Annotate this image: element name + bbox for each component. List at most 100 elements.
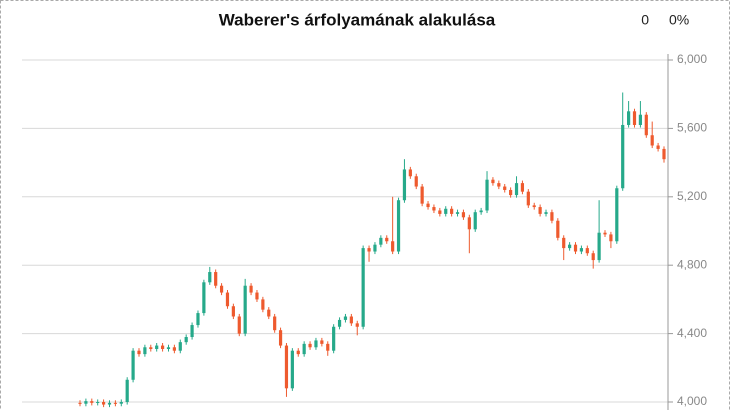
candle-body [214,272,218,286]
candle-body [579,248,584,252]
candle-body [178,342,182,351]
candle-body [503,186,507,190]
candle-body [426,203,430,208]
y-tick-label: 5,200 [677,189,707,203]
candle-body [367,248,371,252]
candle-body [662,148,666,160]
candle-body [208,272,212,283]
candle-body [402,169,407,201]
candle-body [603,232,607,235]
candle-body [219,285,224,293]
candle-body [113,402,117,404]
candle-body [296,350,300,355]
candle-body [379,237,383,245]
candle-body [609,234,613,242]
candle-body [172,347,176,351]
candle-body [137,350,141,355]
candle-body [349,316,353,324]
candle-body [438,210,442,214]
candle-body [196,313,200,326]
candle-body [656,145,660,149]
candle-body [225,292,230,307]
candle-body [78,402,82,404]
candle-body [514,183,519,196]
change: 0 [641,12,649,28]
y-tick-label: 4,800 [677,257,707,271]
candle-body [491,179,495,184]
candle-body [479,210,483,213]
candle-body [337,319,342,327]
candle-body [284,345,289,389]
candle-body [650,135,654,146]
candle-body [326,343,330,351]
candle-body [243,285,247,334]
candle-body [550,212,554,221]
candle-body [184,337,188,343]
candle-body [160,345,165,349]
candle-body [538,207,542,214]
candle-body [90,401,94,403]
candle-body [444,208,448,214]
candle-body [420,186,424,204]
candle-body [585,248,589,254]
candle-body [544,212,548,214]
candle-body [573,244,578,252]
candle-body [320,340,324,344]
y-tick-label: 5,600 [677,121,707,135]
candle-body [314,340,318,348]
candle-body [231,306,235,317]
candle-body [261,299,265,310]
candle-body [568,244,572,249]
candle-body [255,292,259,300]
candle-body [391,241,395,252]
candle-body [155,345,159,349]
candle-body [414,176,418,187]
candle-body [267,309,271,317]
candle-body [520,183,525,192]
candle-body [532,205,536,208]
y-tick-label: 4,400 [677,326,707,340]
candle-body [143,347,147,355]
y-tick-label: 6,000 [677,52,707,66]
candle-body [485,179,489,211]
change-percent: 0% [669,12,689,28]
candle-body [190,325,194,338]
candle-body [509,189,513,196]
candle-body [96,402,100,403]
candle-body [591,253,595,261]
candle-body [290,350,294,389]
candle-body [385,237,389,242]
candle-body [644,114,648,136]
y-tick-label: 4,000 [677,394,707,408]
candle-body [562,237,566,249]
candle-body [450,208,454,214]
candle-body [361,248,365,327]
candle-body [467,217,471,230]
candle-body [497,183,501,187]
candle-body [432,207,436,211]
candle-body [408,169,412,177]
candle-body [621,124,625,189]
candle-body [597,232,601,261]
candle-body [125,379,129,402]
candle-body [302,343,306,355]
candle-body [119,402,123,404]
candle-body [237,316,241,334]
candle-body [273,316,277,331]
candle-body [249,285,253,293]
candle-body [131,350,135,380]
candle-body [526,191,530,206]
candle-body [556,220,560,238]
candle-body [101,402,106,405]
candle-body [373,244,377,252]
candle-body [461,212,466,218]
candle-body [166,347,171,349]
candle-body [615,188,619,242]
chart-title: Waberer's árfolyamának alakulása [219,10,496,29]
candle-body [149,347,153,349]
candle-body [278,330,283,346]
candle-body [202,282,206,314]
candle-body [455,212,460,214]
